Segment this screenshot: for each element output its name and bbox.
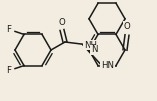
Text: NH: NH xyxy=(84,41,97,49)
Text: O: O xyxy=(59,18,65,27)
Text: F: F xyxy=(6,66,11,75)
Text: HN: HN xyxy=(101,61,114,70)
Text: N: N xyxy=(91,45,97,55)
Text: O: O xyxy=(124,22,130,31)
Text: F: F xyxy=(6,25,11,34)
